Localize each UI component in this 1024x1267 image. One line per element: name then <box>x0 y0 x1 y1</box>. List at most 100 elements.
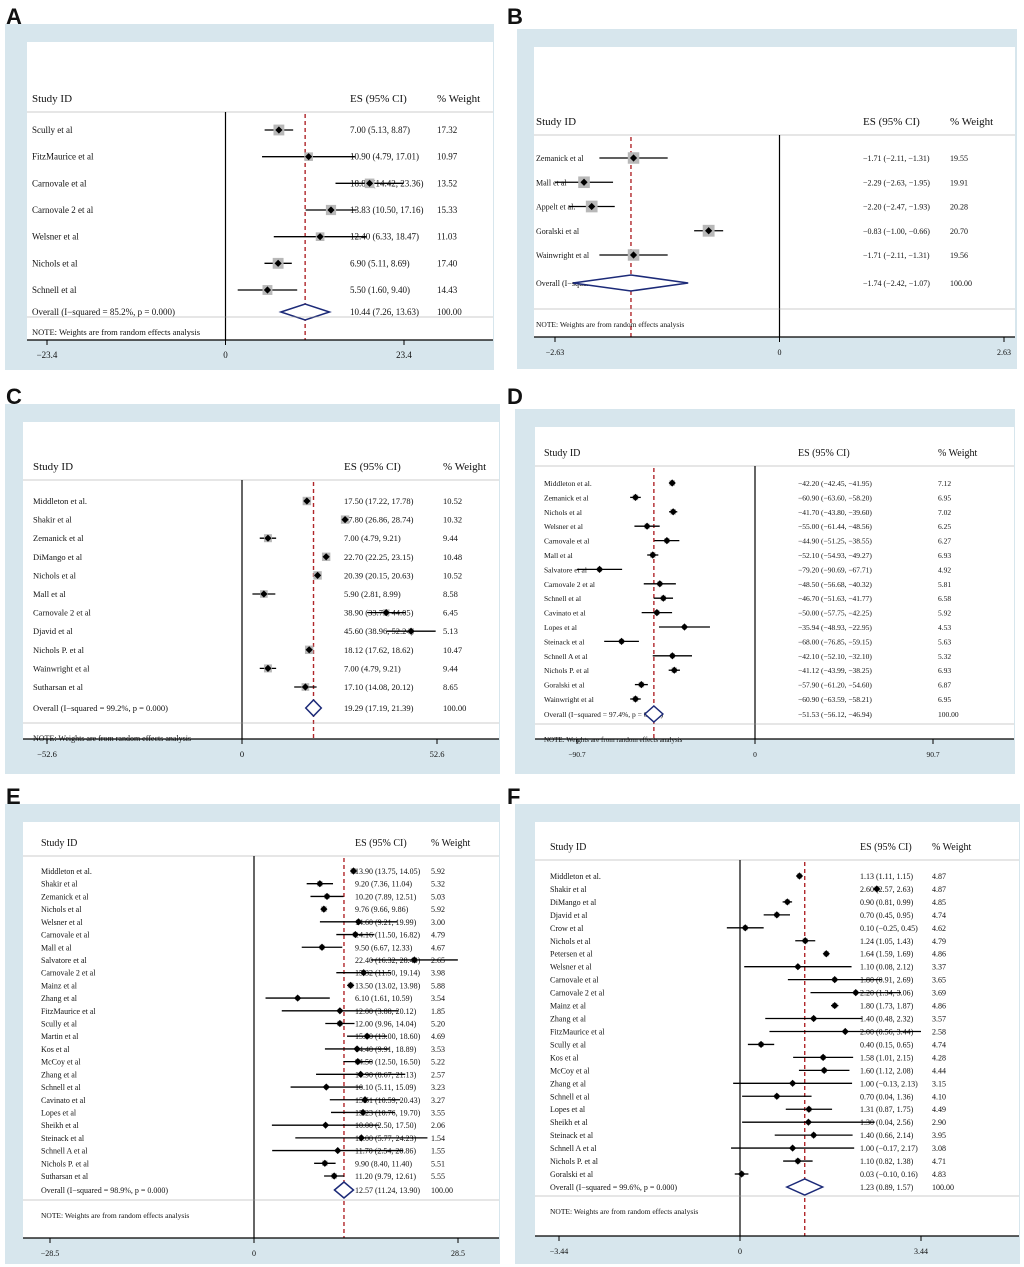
study-es-ci: 6.10 (1.61, 10.59) <box>355 994 413 1003</box>
point-estimate <box>873 885 881 893</box>
plot-area <box>535 822 1019 1236</box>
study-es-ci: 0.03 (−0.10, 0.16) <box>860 1170 918 1179</box>
x-tick-label: −52.6 <box>37 749 57 759</box>
study-es-ci: 45.60 (38.96, 52.24) <box>344 626 414 636</box>
point-estimate <box>794 963 802 971</box>
study-weight: 4.79 <box>431 931 445 940</box>
forest-plot-e: Study ID ES (95% CI) % Weight Middleton et … <box>23 822 499 1258</box>
weights-note: NOTE: Weights are from random effects an… <box>41 1211 189 1220</box>
study-weight: 6.93 <box>938 666 951 675</box>
study-name: Zemanick et al <box>33 533 84 543</box>
overall-weight: 100.00 <box>431 1186 453 1195</box>
point-estimate <box>316 233 324 241</box>
study-es-ci: 0.70 (0.45, 0.95) <box>860 911 914 920</box>
forest-plot-c: Study ID ES (95% CI) % Weight Middleton et … <box>23 422 499 759</box>
x-tick-label: −3.44 <box>550 1247 569 1256</box>
study-name: Sheikh et al <box>550 1118 589 1127</box>
point-estimate <box>588 202 596 211</box>
study-name: Schnell A et al <box>550 1144 597 1153</box>
study-name: Shakir et al <box>33 515 72 525</box>
study-weight: 5.51 <box>431 1159 445 1168</box>
study-name: Mall et al <box>33 589 66 599</box>
panel-letter-f: F <box>507 784 521 809</box>
study-weight: 3.08 <box>932 1144 946 1153</box>
x-tick-label: 0 <box>252 1249 256 1258</box>
study-weight: 4.87 <box>932 885 946 894</box>
header-study-id: Study ID <box>550 842 586 853</box>
point-estimate <box>789 1144 797 1152</box>
header-es-ci: ES (95% CI) <box>798 448 850 459</box>
study-es-ci: 9.76 (9.66, 9.86) <box>355 905 409 914</box>
forest-plot-d: Study ID ES (95% CI) % Weight Middleton et … <box>535 427 1014 759</box>
header-weight: % Weight <box>443 461 486 473</box>
forest-panel-c: Study ID ES (95% CI) % Weight Middleton et … <box>5 404 500 774</box>
point-estimate <box>363 1032 371 1040</box>
study-es-ci: 13.50 (13.02, 13.98) <box>355 981 421 990</box>
overall-es-ci: 10.44 (7.26, 13.63) <box>350 307 419 317</box>
study-weight: 10.97 <box>437 152 458 162</box>
header-es-ci: ES (95% CI) <box>344 461 401 473</box>
study-name: McCoy et al <box>41 1058 81 1067</box>
panel-letter-c: C <box>6 384 22 409</box>
study-es-ci: 9.90 (8.40, 11.40) <box>355 1159 412 1168</box>
study-es-ci: 14.16 (11.50, 16.82) <box>355 931 420 940</box>
study-name: Mall et al <box>536 178 567 187</box>
study-name: Zemanick et al <box>41 892 89 901</box>
study-es-ci: 18.12 (17.62, 18.62) <box>344 645 414 655</box>
study-name: Wainwright et al <box>536 251 590 260</box>
pooled-diamond <box>304 698 323 718</box>
study-weight: 5.32 <box>938 652 951 661</box>
weights-note: NOTE: Weights are from random effects an… <box>536 320 684 329</box>
header-weight: % Weight <box>950 116 993 128</box>
study-weight: 3.27 <box>431 1096 445 1105</box>
study-name: Zhang et al <box>550 1079 587 1088</box>
study-weight: 4.83 <box>932 1170 946 1179</box>
point-estimate <box>353 1045 361 1053</box>
point-estimate <box>637 681 645 689</box>
study-weight: 5.88 <box>431 981 445 990</box>
study-es-ci: 0.90 (0.81, 0.99) <box>860 898 914 907</box>
study-es-ci: 1.13 (1.11, 1.15) <box>860 872 913 881</box>
study-es-ci: 7.00 (5.13, 8.87) <box>350 125 410 135</box>
study-es-ci: −68.00 (−76.85, −59.15) <box>798 637 872 646</box>
study-weight: 8.58 <box>443 589 458 599</box>
study-name: Lopes et al <box>41 1108 77 1117</box>
study-weight: 3.00 <box>431 918 445 927</box>
study-weight: 4.69 <box>431 1032 445 1041</box>
x-tick-label: 2.63 <box>997 348 1011 357</box>
study-name: Zhang et al <box>41 994 78 1003</box>
study-weight: 6.58 <box>938 594 951 603</box>
plot-area <box>23 822 499 1238</box>
study-name: Nichols P. et al <box>550 1157 599 1166</box>
study-name: Goralski et al <box>536 227 580 236</box>
point-estimate <box>382 609 390 617</box>
study-name: Scully et al <box>32 125 73 135</box>
study-weight: 5.20 <box>431 1020 445 1029</box>
study-weight: 10.48 <box>443 552 462 562</box>
overall-weight: 100.00 <box>443 703 466 713</box>
study-name: Lopes et al <box>550 1105 586 1114</box>
study-es-ci: −2.20 (−2.47, −1.93) <box>863 203 930 212</box>
point-estimate <box>323 892 331 901</box>
study-weight: 7.12 <box>938 479 951 488</box>
point-estimate <box>783 898 791 906</box>
pooled-diamond <box>572 274 689 292</box>
point-estimate <box>359 1108 367 1117</box>
study-es-ci: 1.40 (0.66, 2.14) <box>860 1131 914 1140</box>
study-es-ci: 7.00 (4.79, 9.21) <box>344 533 401 543</box>
study-weight: 5.22 <box>431 1058 445 1067</box>
forest-plot-b: Study ID ES (95% CI) % Weight Zemanick et a… <box>534 47 1015 357</box>
study-es-ci: 5.50 (1.60, 9.40) <box>350 285 410 295</box>
study-es-ci: 9.20 (7.36, 11.04) <box>355 880 412 889</box>
study-weight: 3.95 <box>932 1131 946 1140</box>
study-name: Welsner et al <box>32 232 79 242</box>
overall-label: Overall (I−squared = 97.4%, p = 0.000) <box>544 710 664 719</box>
pooled-diamond <box>333 1181 355 1199</box>
study-es-ci: −46.70 (−51.63, −41.77) <box>798 594 872 603</box>
study-weight: 2.90 <box>932 1118 946 1127</box>
study-weight: 9.44 <box>443 663 459 673</box>
point-estimate <box>334 1146 342 1155</box>
study-es-ci: 6.90 (5.11, 8.69) <box>350 258 410 268</box>
study-name: Nichols P. et al <box>544 666 589 675</box>
study-name: FitzMaurice et al <box>550 1027 605 1036</box>
